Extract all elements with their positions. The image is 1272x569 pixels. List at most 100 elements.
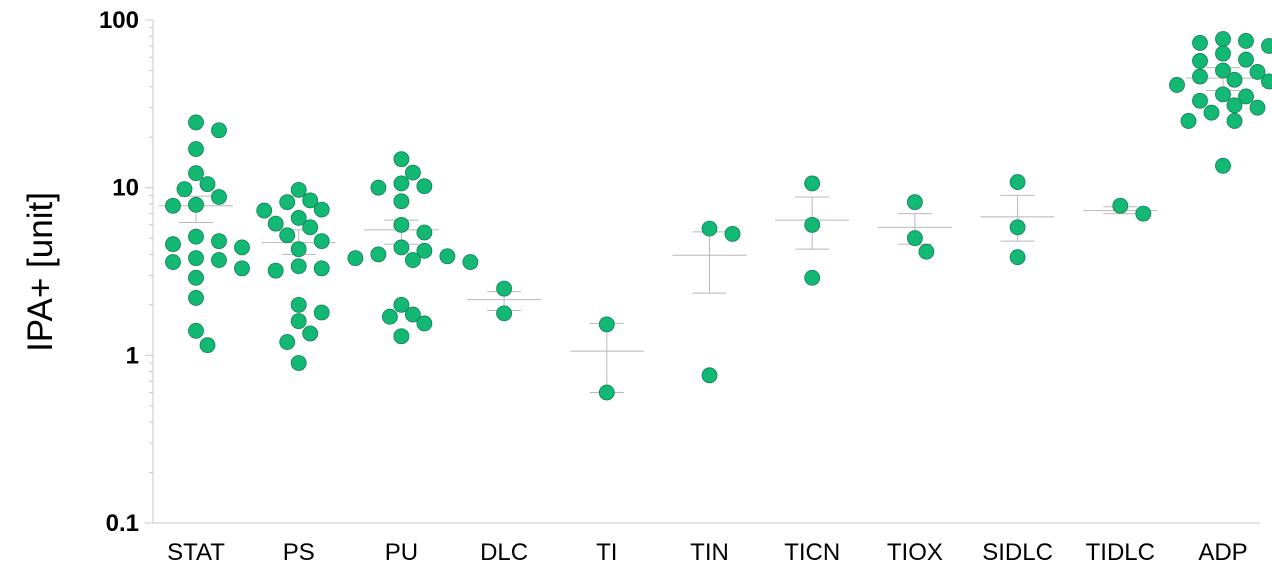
x-tick-label: ADP — [1198, 539, 1247, 566]
data-point — [302, 219, 319, 236]
data-point — [313, 304, 330, 321]
data-point — [1009, 219, 1026, 236]
group-pu — [347, 151, 479, 345]
data-point — [1238, 33, 1254, 49]
data-point — [1215, 86, 1231, 103]
data-point — [211, 189, 227, 205]
data-point — [1238, 51, 1254, 68]
data-point — [188, 165, 204, 182]
data-point — [199, 176, 216, 193]
data-point — [1238, 88, 1254, 105]
data-point — [918, 243, 935, 260]
data-point — [804, 269, 821, 286]
data-point — [1215, 157, 1231, 174]
y-axis: 0.1 1 10 100 — [99, 7, 154, 537]
group-tidlc — [1083, 197, 1158, 222]
data-point — [404, 252, 421, 268]
data-point — [302, 192, 319, 209]
data-point — [404, 164, 421, 181]
data-point — [211, 122, 227, 139]
data-point — [370, 179, 387, 196]
data-point — [290, 181, 307, 198]
data-point — [279, 334, 296, 350]
data-point — [290, 296, 307, 313]
data-point — [199, 337, 216, 354]
data-point — [234, 260, 250, 277]
data-point — [804, 216, 821, 233]
x-tick-label: TIOX — [887, 539, 943, 566]
data-point — [211, 233, 227, 250]
data-point — [393, 296, 410, 313]
data-point — [1249, 99, 1266, 116]
x-tick-label: TICN — [784, 539, 840, 566]
data-point — [1249, 64, 1266, 80]
x-tick-label: TIDLC — [1086, 539, 1155, 566]
x-tick-label: DLC — [480, 539, 528, 566]
data-point — [1226, 97, 1243, 114]
data-point — [1009, 174, 1026, 190]
data-point — [279, 194, 296, 211]
data-point — [1135, 205, 1152, 222]
data-point — [256, 202, 273, 219]
data-point — [1192, 35, 1208, 51]
data-point — [1192, 68, 1208, 85]
data-point — [907, 194, 923, 211]
data-point — [313, 201, 330, 218]
y-tick-label: 10 — [112, 175, 139, 202]
data-point — [907, 230, 923, 247]
data-point — [1226, 113, 1243, 129]
x-axis: STAT PS PU DLC TI TIN TICN TIOX SIDLC TIDLC ADP — [153, 522, 1260, 566]
data-point — [279, 227, 296, 244]
data-point — [1169, 77, 1185, 93]
data-point — [165, 197, 181, 214]
data-point — [393, 193, 410, 210]
data-point — [188, 250, 204, 267]
data-point — [1192, 53, 1208, 69]
data-point — [290, 258, 307, 275]
x-tick-label: TIN — [690, 539, 729, 566]
data-point — [188, 114, 204, 131]
group-tin — [672, 220, 747, 384]
y-ticks: 0.1 1 10 100 — [99, 7, 153, 537]
data-point — [188, 228, 204, 245]
y-tick-label: 1 — [126, 342, 139, 369]
group-dlc — [467, 280, 542, 322]
data-point — [1226, 71, 1243, 88]
data-groups — [159, 31, 1272, 401]
data-point — [176, 181, 193, 198]
data-point — [313, 260, 330, 277]
data-point — [416, 242, 433, 259]
y-tick-label: 0.1 — [106, 510, 139, 537]
data-point — [1261, 38, 1272, 54]
data-point — [290, 313, 307, 330]
y-axis-title: IPA+ [unit] — [21, 192, 60, 352]
data-point — [1009, 249, 1026, 266]
data-point — [1112, 197, 1129, 214]
data-point — [1215, 62, 1231, 79]
data-point — [1203, 104, 1220, 121]
data-point — [188, 141, 204, 157]
group-tiox — [877, 194, 952, 260]
data-point — [804, 175, 821, 192]
data-point — [1192, 92, 1208, 109]
x-tick-label: SIDLC — [982, 539, 1053, 566]
data-point — [347, 250, 364, 267]
data-point — [290, 210, 307, 226]
data-point — [393, 175, 410, 192]
data-point — [211, 252, 227, 268]
data-point — [290, 355, 307, 371]
data-point — [404, 306, 421, 323]
data-point — [1180, 113, 1197, 129]
data-point — [1215, 45, 1231, 62]
x-tick-label: TI — [596, 539, 617, 566]
data-point — [724, 225, 741, 242]
data-point — [416, 224, 433, 241]
data-point — [234, 239, 250, 256]
data-point — [701, 367, 718, 384]
data-point — [496, 280, 513, 297]
data-point — [393, 239, 410, 256]
data-point — [598, 384, 615, 401]
data-point — [462, 254, 479, 270]
data-point — [598, 316, 615, 333]
